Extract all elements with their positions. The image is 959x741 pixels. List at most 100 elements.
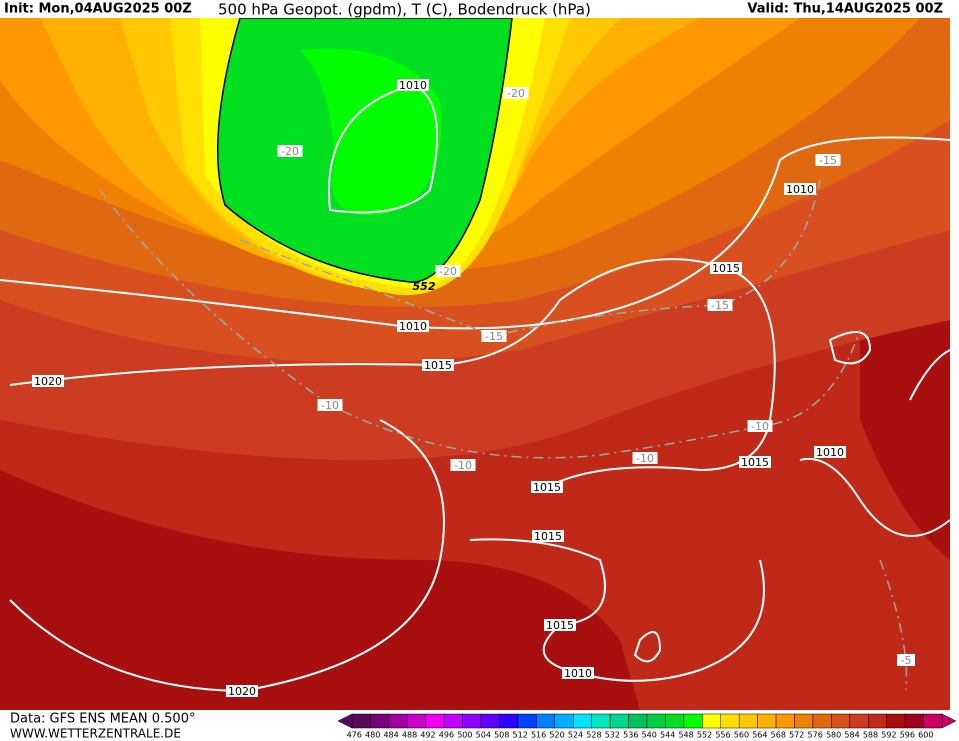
- colorbar-label: 516: [531, 731, 546, 740]
- pressure-label: 1015: [712, 262, 740, 275]
- colorbar-box: [812, 713, 832, 729]
- label-box: [397, 79, 429, 91]
- pressure-label: 1010: [399, 79, 427, 92]
- label-box: [32, 375, 64, 387]
- colorbar-box: [904, 713, 924, 729]
- isobar: [469, 538, 765, 682]
- colorbar-label: 524: [568, 731, 583, 740]
- colorbar-label: 512: [513, 731, 528, 740]
- colorbar-box: [702, 713, 721, 729]
- isotherm: [239, 179, 821, 337]
- colorbar-label: 480: [365, 731, 380, 740]
- colorbar-box: [517, 713, 537, 729]
- colorbar-label: 564: [752, 731, 767, 740]
- isobar: [328, 83, 438, 214]
- colorbar-label: 556: [715, 731, 730, 740]
- colorbar-label: 572: [789, 731, 804, 740]
- init-time: Init: Mon,04AUG2025 00Z: [4, 2, 192, 17]
- colorbar-label: 536: [623, 731, 638, 740]
- label-box: [317, 399, 343, 411]
- colorbar-box: [425, 713, 445, 729]
- colorbar-box: [554, 713, 574, 729]
- label-box: [532, 530, 564, 542]
- colorbar-box: [757, 713, 777, 729]
- label-box: [784, 183, 816, 195]
- colorbar-box: [480, 713, 500, 729]
- colorbar-box: [499, 713, 519, 729]
- colorbar-label: 588: [863, 731, 878, 740]
- map-labels: 1010-20-20-151010-205521015-151010-15101…: [32, 79, 915, 698]
- colorbar-label: 496: [439, 731, 454, 740]
- colorbar-label: 576: [808, 731, 823, 740]
- colorbar-label: 532: [605, 731, 620, 740]
- pressure-label: 1010: [564, 667, 592, 680]
- colorbar-box: [351, 713, 371, 729]
- label-box: [897, 654, 915, 666]
- pressure-label: 1010: [399, 320, 427, 333]
- colorbar-box: [573, 713, 592, 729]
- height-label: 552: [413, 280, 436, 293]
- temperature-label: -20: [281, 145, 299, 158]
- label-box: [503, 87, 529, 99]
- isobar: [799, 457, 951, 537]
- colorbar-box: [646, 713, 666, 729]
- pressure-label: 1010: [786, 183, 814, 196]
- label-box: [481, 330, 507, 342]
- colorbar-box: [849, 713, 869, 729]
- colorbar-box: [886, 713, 906, 729]
- temperature-label: -10: [636, 452, 654, 465]
- temperature-label: -20: [439, 265, 457, 278]
- colorbar-box: [738, 713, 758, 729]
- isobars: [0, 83, 951, 693]
- pressure-label: 1015: [424, 359, 452, 372]
- temperature-label: -15: [711, 299, 729, 312]
- label-box: [277, 145, 303, 157]
- colorbar-box: [462, 713, 482, 729]
- isobar: [9, 258, 776, 488]
- colorbar-box: [720, 713, 740, 729]
- colorbar-label: 548: [678, 731, 693, 740]
- colorbar-label: 584: [844, 731, 859, 740]
- colorbar-box: [665, 713, 685, 729]
- colorbar-label: 544: [660, 731, 675, 740]
- pressure-label: 1015: [546, 619, 574, 632]
- temperature-label: -15: [819, 154, 837, 167]
- colorbar-box: [370, 713, 390, 729]
- colorbar-box: [388, 713, 408, 729]
- colorbar-label: 540: [642, 731, 657, 740]
- colorbar-label: 488: [402, 731, 417, 740]
- colorbar-box: [609, 713, 629, 729]
- label-box: [707, 299, 733, 311]
- isobar: [633, 631, 662, 663]
- isotherms: [99, 179, 908, 691]
- colorbar-label: 508: [494, 731, 509, 740]
- pressure-label: 1015: [741, 456, 769, 469]
- isobar: [909, 349, 951, 401]
- label-box: [739, 456, 771, 468]
- field: [0, 17, 950, 710]
- label-box: [632, 452, 658, 464]
- valid-time: Valid: Thu,14AUG2025 00Z: [747, 2, 943, 17]
- header-bar: [0, 0, 959, 18]
- pressure-label: 1020: [34, 375, 62, 388]
- label-box: [747, 420, 773, 432]
- temperature-label: -15: [485, 330, 503, 343]
- pressure-label: 1020: [228, 685, 256, 698]
- colorbar-label: 580: [826, 731, 841, 740]
- colorbar-box: [775, 713, 795, 729]
- colorbar-box: [683, 713, 703, 729]
- colorbar-label: 520: [549, 731, 564, 740]
- colorbar-label: 568: [771, 731, 786, 740]
- label-box: [422, 359, 454, 371]
- colorbar-box: [407, 713, 426, 729]
- colorbar-box: [923, 713, 943, 729]
- temperature-label: -5: [901, 654, 912, 667]
- label-box: [544, 619, 576, 631]
- colorbar-label: 528: [586, 731, 601, 740]
- isotherm: [879, 559, 908, 691]
- colorbar-label: 596: [900, 731, 915, 740]
- temperature-label: -10: [321, 399, 339, 412]
- site: WWW.WETTERZENTRALE.DE: [10, 727, 181, 741]
